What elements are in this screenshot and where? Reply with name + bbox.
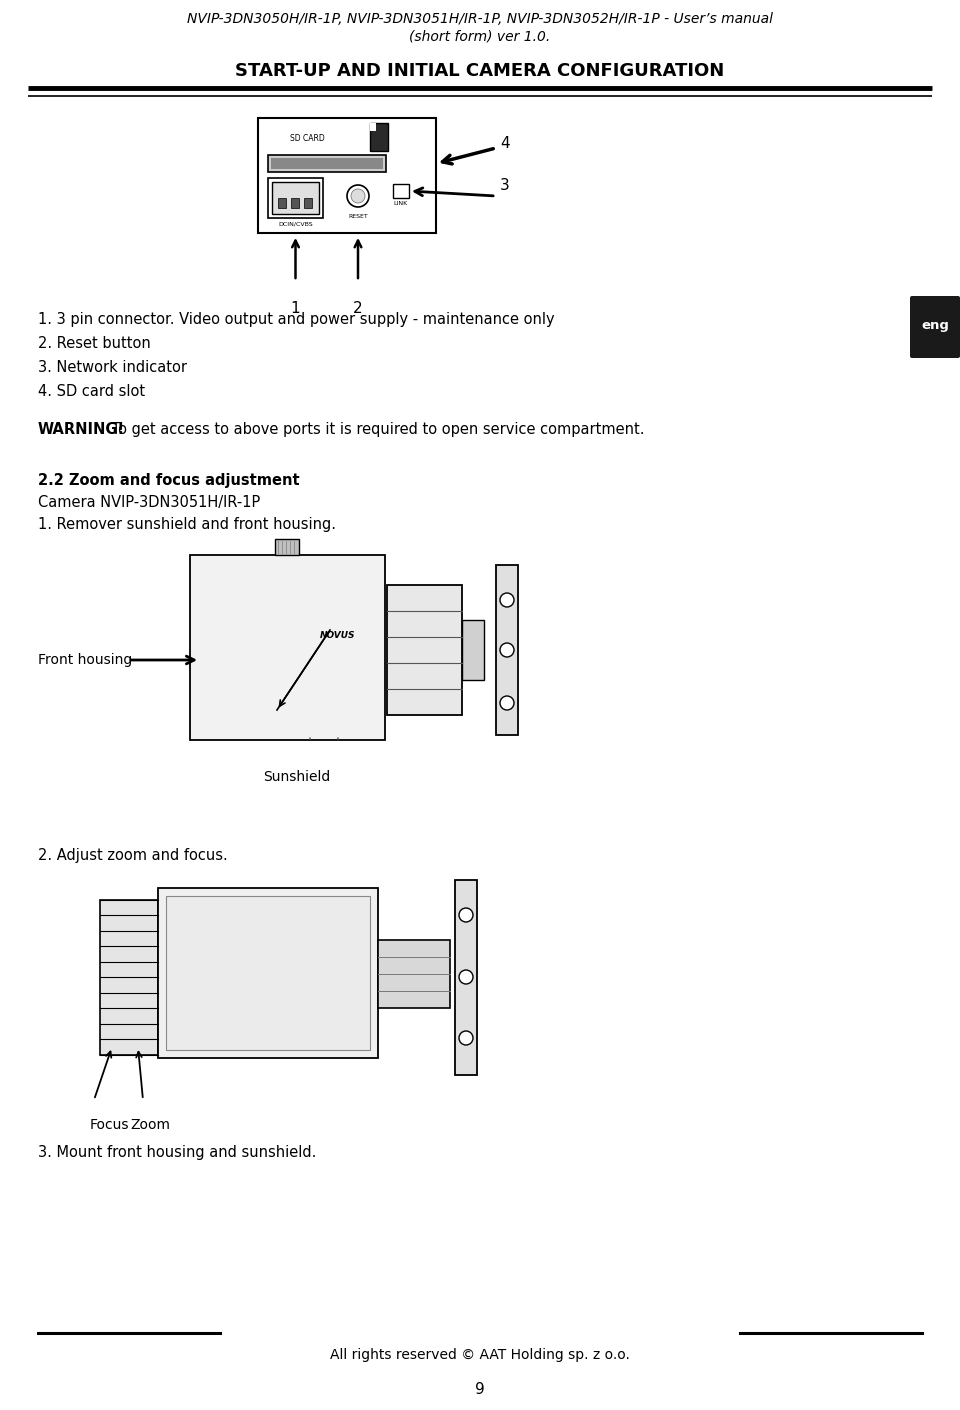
Circle shape bbox=[500, 594, 514, 606]
Text: WARNING!: WARNING! bbox=[38, 422, 125, 437]
Text: 1. Remover sunshield and front housing.: 1. Remover sunshield and front housing. bbox=[38, 517, 336, 532]
Text: 3. Mount front housing and sunshield.: 3. Mount front housing and sunshield. bbox=[38, 1145, 317, 1160]
Bar bbox=[496, 565, 518, 735]
Text: Sunshield: Sunshield bbox=[263, 770, 330, 784]
Text: eng: eng bbox=[921, 319, 948, 331]
Text: 9: 9 bbox=[475, 1382, 485, 1397]
Circle shape bbox=[459, 1031, 473, 1045]
Bar bbox=[455, 880, 477, 1074]
Bar bbox=[304, 197, 312, 209]
Text: All rights reserved © AAT Holding sp. z o.o.: All rights reserved © AAT Holding sp. z … bbox=[330, 1348, 630, 1362]
Text: LINK: LINK bbox=[394, 202, 408, 206]
Bar bbox=[268, 155, 386, 172]
Circle shape bbox=[459, 908, 473, 922]
Bar bbox=[268, 178, 323, 219]
Circle shape bbox=[347, 185, 369, 207]
Text: To get access to above ports it is required to open service compartment.: To get access to above ports it is requi… bbox=[107, 422, 644, 437]
Circle shape bbox=[351, 189, 365, 203]
Text: (short form) ver 1.0.: (short form) ver 1.0. bbox=[409, 30, 551, 44]
Bar bbox=[370, 123, 376, 131]
Bar bbox=[272, 182, 319, 214]
Text: 2.2 Zoom and focus adjustment: 2.2 Zoom and focus adjustment bbox=[38, 472, 300, 488]
Bar bbox=[158, 888, 378, 1058]
Bar bbox=[271, 158, 383, 169]
Bar bbox=[190, 556, 385, 740]
Text: 2. Reset button: 2. Reset button bbox=[38, 336, 151, 351]
Text: Camera NVIP-3DN3051H/IR-1P: Camera NVIP-3DN3051H/IR-1P bbox=[38, 495, 260, 510]
Bar bbox=[275, 539, 299, 556]
Bar bbox=[393, 183, 409, 197]
Text: 2. Adjust zoom and focus.: 2. Adjust zoom and focus. bbox=[38, 847, 228, 863]
Text: Front housing: Front housing bbox=[38, 653, 132, 667]
Text: SD CARD: SD CARD bbox=[290, 134, 324, 142]
Text: Zoom: Zoom bbox=[130, 1118, 170, 1132]
Text: 3. Network indicator: 3. Network indicator bbox=[38, 360, 187, 375]
Text: 1. 3 pin connector. Video output and power supply - maintenance only: 1. 3 pin connector. Video output and pow… bbox=[38, 312, 555, 327]
Text: Focus: Focus bbox=[90, 1118, 130, 1132]
Bar bbox=[278, 197, 286, 209]
Text: 3: 3 bbox=[500, 178, 510, 193]
Bar bbox=[462, 620, 484, 680]
Circle shape bbox=[500, 697, 514, 711]
FancyBboxPatch shape bbox=[910, 296, 960, 358]
Bar bbox=[378, 940, 450, 1008]
Circle shape bbox=[459, 970, 473, 984]
Circle shape bbox=[500, 643, 514, 657]
Text: 1: 1 bbox=[291, 300, 300, 316]
Text: START-UP AND INITIAL CAMERA CONFIGURATION: START-UP AND INITIAL CAMERA CONFIGURATIO… bbox=[235, 62, 725, 80]
Text: NVIP-3DN3050H/IR-1P, NVIP-3DN3051H/IR-1P, NVIP-3DN3052H/IR-1P - User’s manual: NVIP-3DN3050H/IR-1P, NVIP-3DN3051H/IR-1P… bbox=[187, 13, 773, 25]
Text: 4: 4 bbox=[500, 135, 510, 151]
Bar bbox=[370, 123, 388, 151]
Text: NOVUS: NOVUS bbox=[320, 630, 355, 640]
Text: RESET: RESET bbox=[348, 214, 368, 219]
Bar bbox=[166, 895, 370, 1050]
Text: DCIN/CVBS: DCIN/CVBS bbox=[278, 221, 313, 226]
Bar bbox=[258, 118, 436, 233]
Bar bbox=[100, 900, 158, 1055]
Bar bbox=[291, 197, 299, 209]
Bar bbox=[387, 585, 462, 715]
Text: 4. SD card slot: 4. SD card slot bbox=[38, 384, 145, 399]
Text: 2: 2 bbox=[353, 300, 363, 316]
